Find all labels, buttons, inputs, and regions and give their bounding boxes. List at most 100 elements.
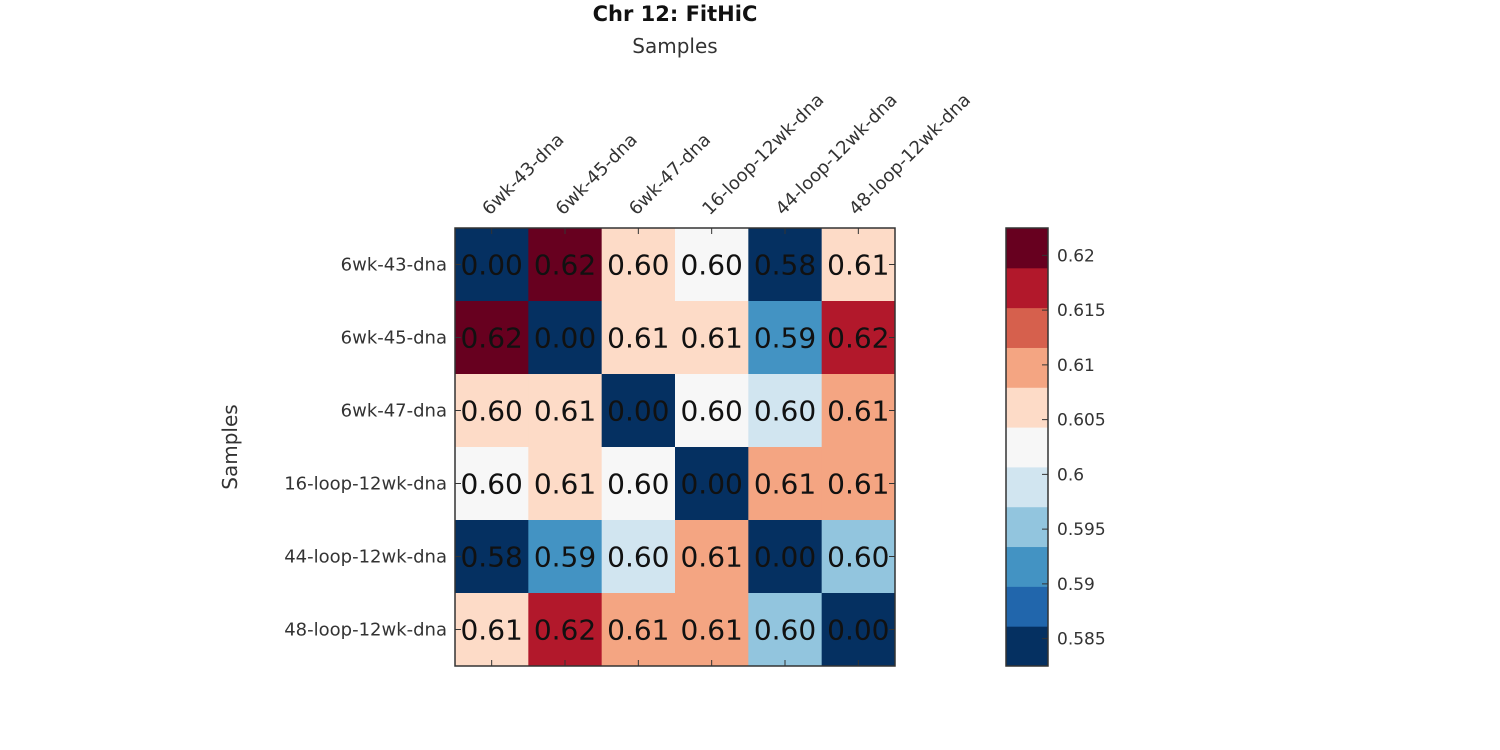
heatmap-cell	[675, 593, 749, 667]
heatmap-cell	[601, 228, 676, 302]
y-tick-label: 44-loop-12wk-dna	[284, 547, 447, 568]
cell-value-label: 0.61	[607, 322, 669, 355]
heatmap-cell-labels: 0.00 0.62 0.60 0.60 0.58 0.61 0.62 0.00 0.61 0.61…	[460, 249, 889, 647]
x-axis-label: Samples	[632, 34, 717, 58]
cell-value-label: 0.00	[460, 249, 522, 282]
cell-value-label: 0.60	[460, 468, 522, 501]
plot-frame	[454, 227, 896, 667]
cell-value-label: 0.61	[534, 395, 596, 428]
heatmap-cell	[528, 593, 603, 667]
y-tick-label: 16-loop-12wk-dna	[284, 474, 447, 495]
cell-value-label: 0.59	[534, 541, 596, 574]
cell-value-label: 0.61	[680, 541, 742, 574]
colorbar-segment	[1006, 506, 1048, 548]
heatmap-cell	[748, 228, 823, 302]
cell-value-label: 0.60	[607, 541, 669, 574]
colorbar-segment	[1006, 586, 1048, 627]
colorbar-segment	[1006, 307, 1048, 348]
cell-value-label: 0.60	[607, 249, 669, 282]
heatmap-cell	[528, 374, 603, 448]
cell-value-label: 0.00	[607, 395, 669, 428]
cell-value-label: 0.61	[680, 322, 742, 355]
heatmap-cell	[821, 520, 896, 594]
cell-value-label: 0.60	[754, 614, 816, 647]
chart-title: Chr 12: FitHiC	[593, 2, 758, 26]
x-tick-label: 48-loop-12wk-dna	[845, 90, 975, 220]
y-tick-label: 6wk-45-dna	[341, 328, 447, 349]
heatmap-cell	[821, 228, 896, 302]
cell-value-label: 0.58	[754, 249, 816, 282]
colorbar-tick-label: 0.6	[1057, 465, 1084, 485]
cell-value-label: 0.61	[534, 468, 596, 501]
heatmap-cell	[455, 301, 529, 375]
cell-value-label: 0.61	[827, 468, 889, 501]
heatmap-cell	[528, 228, 603, 302]
heatmap-cell	[455, 447, 529, 521]
colorbar-frame	[1005, 227, 1049, 667]
cell-value-label: 0.60	[607, 468, 669, 501]
colorbar-tick-label: 0.59	[1057, 575, 1095, 595]
heatmap-cells	[455, 228, 896, 667]
y-tick-labels: 6wk-43-dna 6wk-45-dna 6wk-47-dna 16-loop-12…	[284, 255, 895, 641]
cell-value-label: 0.60	[680, 395, 742, 428]
x-tick-label: 16-loop-12wk-dna	[698, 90, 828, 220]
heatmap-cell	[821, 301, 896, 375]
cell-value-label: 0.61	[607, 614, 669, 647]
heatmap-cell	[455, 374, 529, 448]
colorbar-tick-label: 0.615	[1057, 301, 1106, 321]
heatmap-cell	[748, 520, 823, 594]
heatmap-cell	[748, 374, 823, 448]
heatmap-cell	[675, 447, 749, 521]
cell-value-label: 0.62	[534, 249, 596, 282]
heatmap-cell	[601, 301, 676, 375]
cell-value-label: 0.62	[827, 322, 889, 355]
colorbar-tick-label: 0.61	[1057, 356, 1095, 376]
heatmap-cell	[528, 301, 603, 375]
heatmap-cell	[821, 593, 896, 667]
heatmap-cell	[528, 520, 603, 594]
cell-value-label: 0.60	[680, 249, 742, 282]
cell-value-label: 0.58	[460, 541, 522, 574]
cell-value-label: 0.60	[827, 541, 889, 574]
colorbar-segment	[1006, 267, 1048, 309]
y-axis-label: Samples	[218, 404, 242, 489]
cell-value-label: 0.60	[754, 395, 816, 428]
cell-value-label: 0.61	[827, 395, 889, 428]
heatmap-cell	[601, 447, 676, 521]
cell-value-label: 0.00	[534, 322, 596, 355]
colorbar-segment	[1006, 347, 1048, 388]
cell-value-label: 0.61	[827, 249, 889, 282]
cell-value-label: 0.00	[827, 614, 889, 647]
cell-value-label: 0.62	[460, 322, 522, 355]
colorbar-segment	[1006, 427, 1048, 468]
colorbar-segment	[1006, 626, 1048, 667]
colorbar-segment	[1006, 228, 1048, 269]
x-tick-label: 44-loop-12wk-dna	[772, 90, 902, 220]
heatmap-cell	[601, 520, 676, 594]
heatmap-cell	[675, 228, 749, 302]
heatmap-cell	[748, 301, 823, 375]
colorbar-segment	[1006, 387, 1048, 428]
colorbar-tick-label: 0.585	[1057, 630, 1106, 650]
cell-value-label: 0.00	[754, 541, 816, 574]
heatmap-cell	[528, 447, 603, 521]
heatmap-cell	[455, 228, 529, 302]
heatmap-cell	[455, 520, 529, 594]
heatmap-cell	[675, 374, 749, 448]
cell-value-label: 0.00	[680, 468, 742, 501]
heatmap-cell	[601, 374, 676, 448]
colorbar: 0.585 0.59 0.595 0.6 0.605 0.61 0.615 0.62	[1005, 227, 1106, 667]
y-tick-label: 6wk-47-dna	[341, 401, 447, 422]
y-tick-label: 48-loop-12wk-dna	[284, 620, 447, 641]
heatmap-cell	[675, 301, 749, 375]
cell-value-label: 0.59	[754, 322, 816, 355]
colorbar-tick-label: 0.605	[1057, 411, 1106, 431]
colorbar-tick-label: 0.595	[1057, 520, 1106, 540]
heatmap-cell	[455, 593, 529, 667]
heatmap-cell	[601, 593, 676, 667]
heatmap-cell	[748, 593, 823, 667]
cell-value-label: 0.60	[460, 395, 522, 428]
cell-value-label: 0.61	[754, 468, 816, 501]
heatmap-cell	[675, 520, 749, 594]
